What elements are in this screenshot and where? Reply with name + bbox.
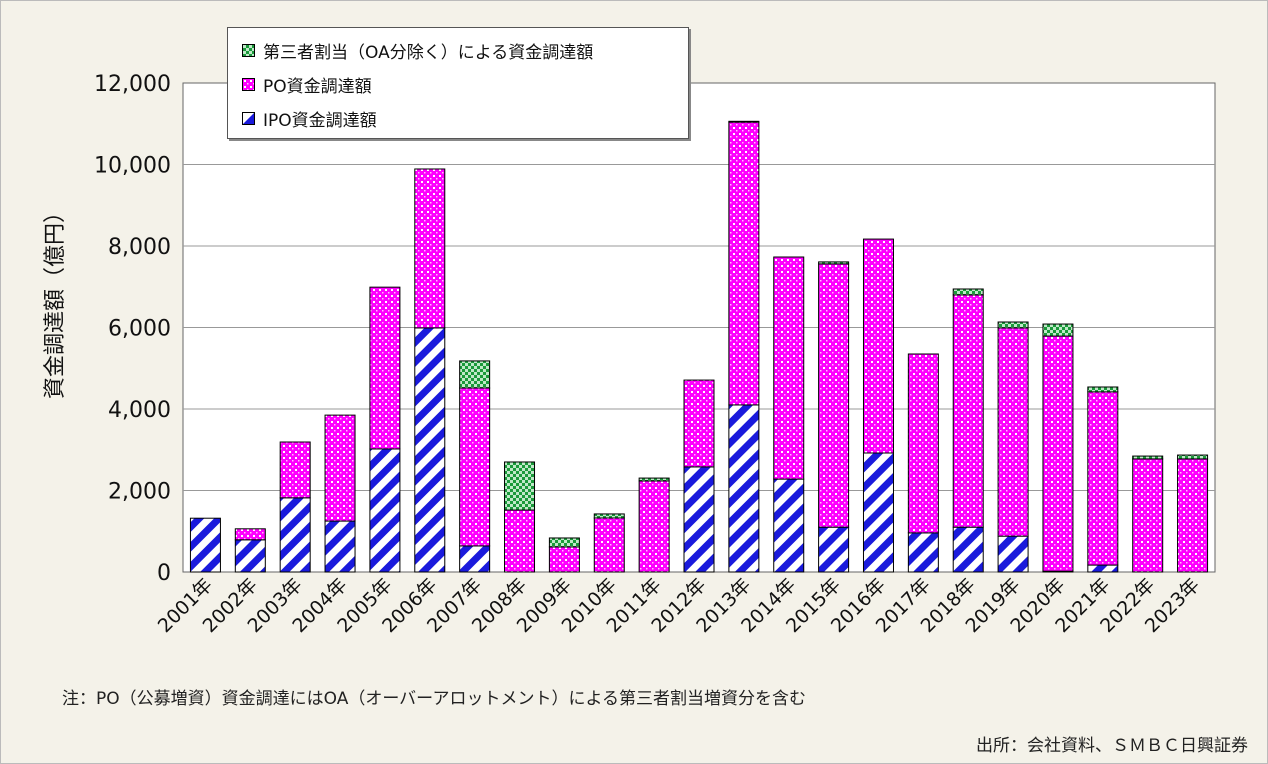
bar-po	[638, 480, 670, 573]
bar-po	[593, 517, 625, 573]
y-axis-label: 資金調達額（億円）	[43, 201, 68, 399]
bar-third-party	[638, 477, 670, 482]
legend-swatch-third-party	[242, 44, 255, 57]
legend-swatch-ipo	[242, 112, 255, 125]
bar-po	[414, 168, 446, 329]
bar-po	[548, 546, 580, 573]
y-tick-label: 0	[157, 561, 171, 586]
bar-ipo	[862, 452, 894, 573]
bar-po	[862, 238, 894, 454]
bar-ipo	[189, 517, 221, 573]
bar-ipo	[279, 497, 311, 573]
bar-po	[773, 256, 805, 480]
bar-po	[1042, 335, 1074, 572]
bar-ipo	[952, 526, 984, 573]
bar-po	[907, 353, 939, 534]
bar-third-party	[548, 537, 580, 548]
bar-third-party	[728, 120, 760, 123]
bar-po	[683, 379, 715, 468]
legend-item-third-party: 第三者割当（OA分除く）による資金調達額	[242, 38, 593, 63]
y-tick-label: 2,000	[108, 480, 171, 505]
bar-third-party	[459, 360, 491, 389]
bar-ipo	[1087, 564, 1119, 573]
legend-label-third-party: 第三者割当（OA分除く）による資金調達額	[263, 43, 594, 63]
y-tick-label: 10,000	[94, 154, 171, 179]
bar-po	[818, 263, 850, 528]
bar-third-party	[1177, 454, 1209, 460]
bar-ipo	[818, 526, 850, 573]
bar-third-party	[952, 288, 984, 296]
bar-po	[997, 327, 1029, 537]
legend-item-po: PO資金調達額	[242, 72, 372, 97]
bar-ipo	[324, 520, 356, 573]
bar-po	[1132, 458, 1164, 573]
bar-third-party	[818, 261, 850, 265]
bar-po	[234, 528, 266, 541]
bar-third-party	[1132, 455, 1164, 460]
bar-po	[369, 286, 401, 450]
bar-ipo	[414, 327, 446, 573]
bar-ipo	[728, 404, 760, 573]
footnote: 注：PO（公募増資）資金調達にはOA（オーバーアロットメント）による第三者割当増…	[62, 689, 806, 709]
bar-ipo	[234, 539, 266, 573]
y-tick-label: 6,000	[108, 317, 171, 342]
bar-third-party	[1087, 386, 1119, 393]
legend-item-ipo: IPO資金調達額	[242, 106, 377, 131]
bar-po	[1177, 458, 1209, 573]
bar-third-party	[504, 461, 536, 511]
legend-label-ipo: IPO資金調達額	[263, 111, 377, 131]
y-tick-label: 4,000	[108, 398, 171, 423]
bar-ipo	[997, 535, 1029, 573]
bar-ipo	[459, 545, 491, 573]
bar-ipo	[369, 448, 401, 573]
bar-po	[324, 414, 356, 522]
legend: 第三者割当（OA分除く）による資金調達額 PO資金調達額 IPO資金調達額	[227, 27, 689, 139]
bar-po	[728, 121, 760, 406]
bar-po	[952, 294, 984, 528]
bar-po	[459, 387, 491, 547]
bar-third-party	[997, 321, 1029, 329]
bar-ipo	[907, 532, 939, 573]
source-note: 出所：会社資料、ＳＭＢＣ日興証券	[976, 736, 1248, 756]
bar-po	[1087, 391, 1119, 566]
bar-po	[504, 509, 536, 573]
bar-ipo	[683, 466, 715, 573]
y-tick-label: 12,000	[94, 72, 171, 97]
bar-po	[279, 441, 311, 499]
bar-ipo	[773, 478, 805, 573]
bar-third-party	[593, 513, 625, 519]
legend-swatch-po	[242, 78, 255, 91]
y-tick-label: 8,000	[108, 235, 171, 260]
bar-third-party	[1042, 323, 1074, 337]
legend-label-po: PO資金調達額	[263, 77, 372, 97]
